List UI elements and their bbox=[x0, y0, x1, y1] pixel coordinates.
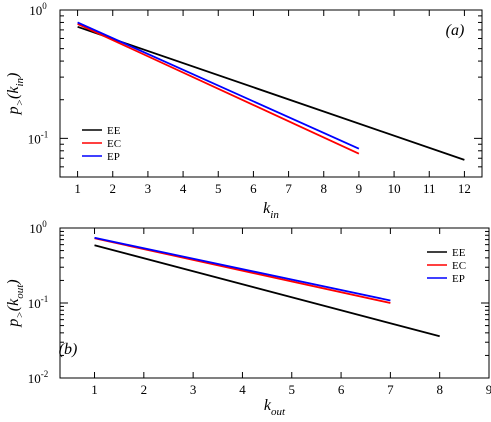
y-tick-exponent: -2 bbox=[41, 369, 49, 379]
series-line-ep bbox=[77, 21, 360, 150]
y-tick-exponent: -1 bbox=[41, 129, 49, 139]
y-axis-title-close: ) bbox=[5, 73, 22, 79]
y-axis-title: p>(kin) bbox=[5, 73, 26, 116]
series-line-ee bbox=[77, 25, 465, 161]
y-axis-title: p>(kout) bbox=[5, 279, 26, 327]
plot-frame bbox=[59, 9, 483, 178]
y-axis-title-gt: > bbox=[14, 99, 26, 106]
x-tick-label: 11 bbox=[423, 181, 436, 196]
y-tick-base: 10 bbox=[28, 131, 41, 146]
x-tick-label: 5 bbox=[289, 382, 296, 397]
x-tick-label: 12 bbox=[458, 181, 471, 196]
x-tick-label: 5 bbox=[215, 181, 222, 196]
y-tick-exponent: 0 bbox=[42, 219, 47, 229]
x-tick-label: 2 bbox=[110, 181, 117, 196]
series-line-ep bbox=[94, 236, 391, 302]
x-tick-label: 4 bbox=[239, 382, 246, 397]
y-axis-title-gt: > bbox=[14, 311, 26, 318]
x-tick-label: 7 bbox=[387, 382, 394, 397]
y-tick-label: 10-1 bbox=[28, 294, 49, 311]
x-axis-title: kout bbox=[264, 397, 286, 418]
y-axis-title-p: p bbox=[5, 319, 22, 328]
y-axis-title-k: k bbox=[5, 298, 22, 306]
legend-label: EC bbox=[452, 260, 466, 272]
y-tick-base: 10 bbox=[28, 371, 41, 386]
x-tick-label: 6 bbox=[338, 382, 345, 397]
y-axis-title-sub: out bbox=[14, 284, 26, 299]
x-tick-label: 8 bbox=[436, 382, 443, 397]
series-line-ee bbox=[94, 244, 440, 338]
x-axis-title-sub: in bbox=[270, 209, 279, 221]
legend-label: EP bbox=[452, 273, 465, 285]
x-tick-label: 6 bbox=[250, 181, 257, 196]
x-tick-label: 10 bbox=[388, 181, 401, 196]
y-axis-title-open: ( bbox=[5, 92, 22, 99]
plot-frame bbox=[59, 227, 490, 379]
x-tick-label: 1 bbox=[74, 181, 81, 196]
x-tick-label: 8 bbox=[321, 181, 328, 196]
x-tick-label: 9 bbox=[356, 181, 363, 196]
y-axis-title-k: k bbox=[5, 86, 22, 94]
legend-label: EC bbox=[107, 138, 121, 150]
x-tick-label: 7 bbox=[285, 181, 292, 196]
y-tick-exponent: 0 bbox=[42, 1, 47, 11]
y-tick-base: 10 bbox=[28, 296, 41, 311]
legend-label: EE bbox=[452, 247, 466, 259]
panel-label: (a) bbox=[446, 22, 465, 39]
x-tick-label: 4 bbox=[180, 181, 187, 196]
y-tick-base: 10 bbox=[29, 221, 42, 236]
y-axis-title-close: ) bbox=[5, 279, 22, 285]
chart-panel-b: 1 2 3 4 5 6 7 8 910010-110-2EEECEP(b)koutp>(kout… bbox=[5, 219, 491, 418]
legend-label: EP bbox=[107, 151, 120, 163]
y-tick-exponent: -1 bbox=[41, 294, 49, 304]
x-axis-title: kin bbox=[263, 200, 279, 221]
y-tick-base: 10 bbox=[29, 3, 42, 18]
panel-label: (b) bbox=[59, 341, 78, 358]
y-tick-label: 100 bbox=[29, 219, 47, 236]
y-axis-title-open: ( bbox=[5, 304, 22, 311]
legend-label: EE bbox=[107, 125, 121, 137]
series-line-ec bbox=[77, 23, 360, 155]
x-tick-label: 3 bbox=[145, 181, 152, 196]
y-axis-title-sub: in bbox=[14, 77, 26, 86]
y-tick-label: 100 bbox=[29, 1, 47, 18]
x-tick-label: 1 bbox=[91, 382, 98, 397]
x-axis-title-sub: out bbox=[271, 406, 286, 418]
x-tick-label: 3 bbox=[190, 382, 197, 397]
y-tick-label: 10-2 bbox=[28, 369, 49, 386]
x-tick-label: 2 bbox=[141, 382, 148, 397]
x-axis-title-main: k bbox=[264, 397, 272, 414]
x-tick-label: 9 bbox=[486, 382, 491, 397]
x-axis-title-main: k bbox=[263, 200, 271, 217]
y-axis-title-p: p bbox=[5, 106, 22, 115]
y-tick-label: 10-1 bbox=[28, 129, 49, 146]
